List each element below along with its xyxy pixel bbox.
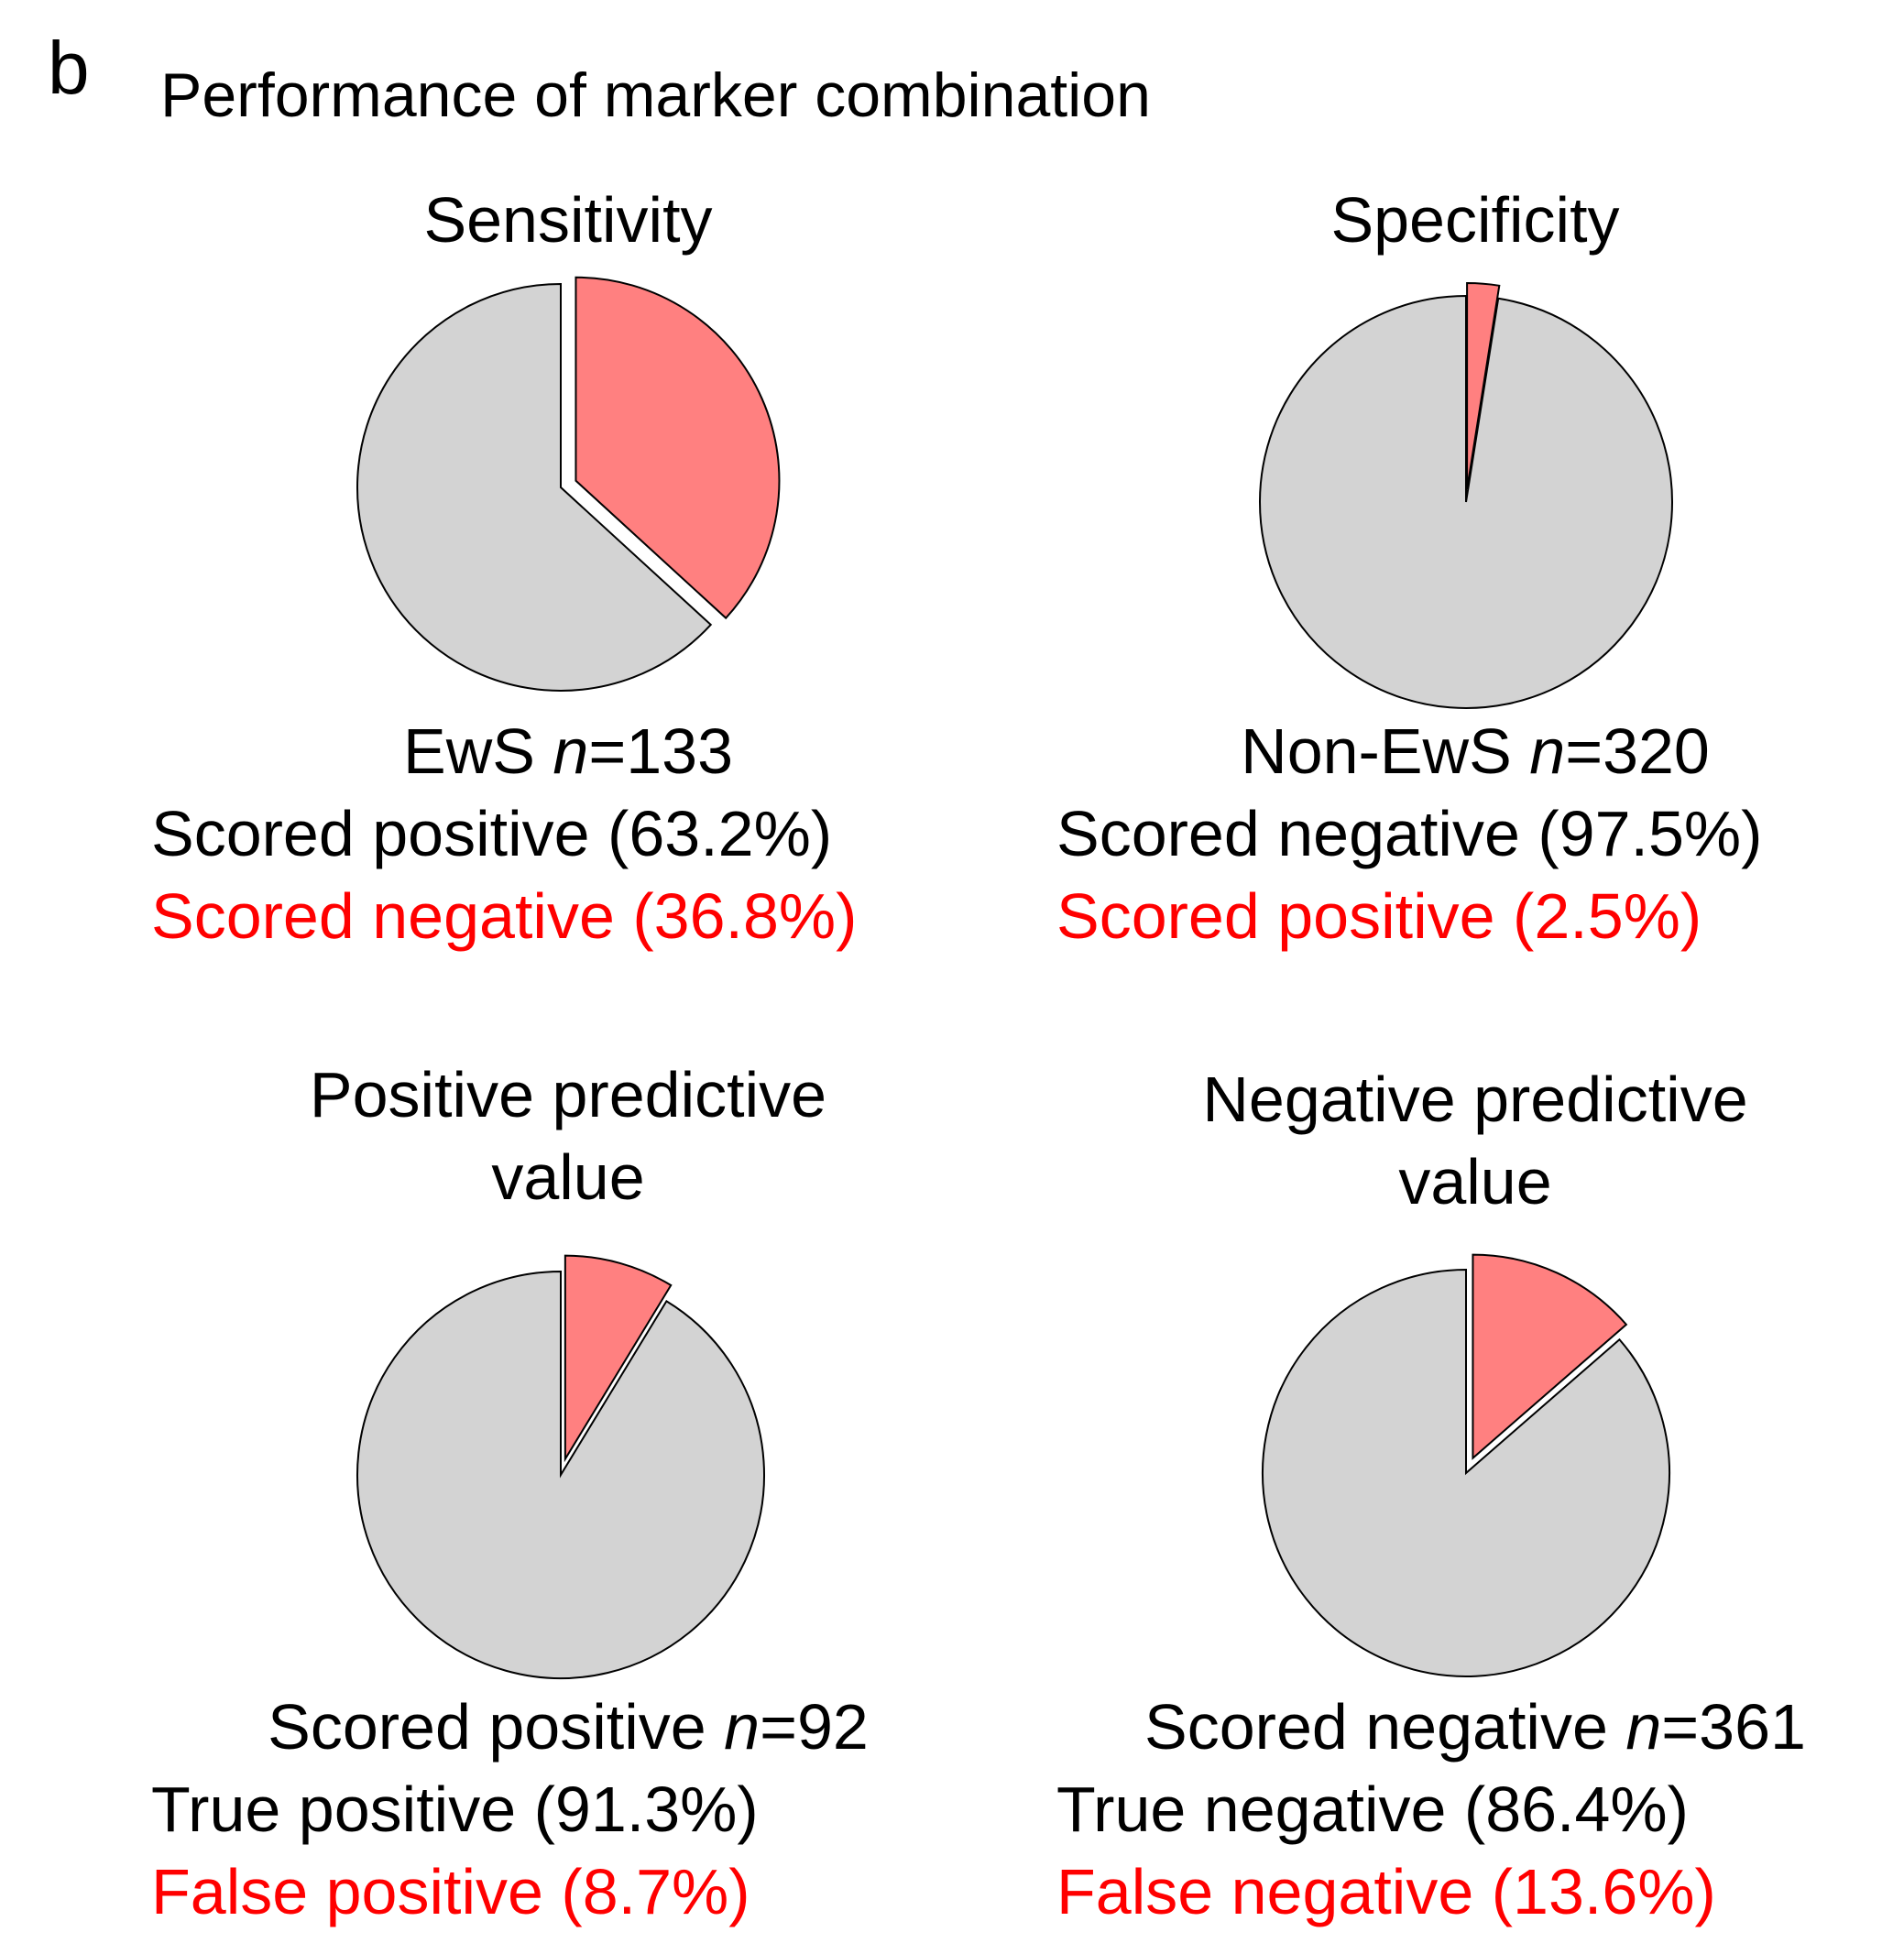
- pie-ppv: [356, 1254, 765, 1679]
- n-symbol: n: [724, 1691, 761, 1763]
- caption-line-1-ppv: True positive (91.3%): [151, 1774, 759, 1845]
- n-symbol: n: [1529, 715, 1566, 787]
- caption-line-1-npv: True negative (86.4%): [1056, 1774, 1689, 1845]
- chart-title-sensitivity: Sensitivity: [423, 184, 713, 256]
- caption-n-prefix: EwS: [403, 715, 553, 787]
- pie-slice-scored-positive: [1466, 282, 1501, 490]
- n-symbol: n: [553, 715, 589, 787]
- caption-line-2-ppv: False positive (8.7%): [151, 1856, 750, 1927]
- caption-n-npv: Scored negative n=361: [1054, 1695, 1897, 1759]
- pie-npv: [1262, 1253, 1670, 1677]
- panel-label: b: [48, 27, 90, 110]
- pie-slice-true-positive: [356, 1270, 765, 1679]
- chart-title-ppv-line-1: Positive predictive: [309, 1059, 827, 1130]
- caption-n-sensitivity: EwS n=133: [293, 719, 843, 783]
- pie-sensitivity: [356, 276, 781, 692]
- pie-specificity: [1259, 282, 1673, 709]
- caption-n-value: =92: [760, 1691, 869, 1763]
- pie-slice-false-positive: [564, 1254, 673, 1463]
- pie-slice-false-negative: [1472, 1253, 1628, 1460]
- caption-line-2-sensitivity: Scored negative (36.8%): [151, 880, 858, 952]
- caption-n-prefix: Non-EwS: [1241, 715, 1530, 787]
- chart-title-specificity: Specificity: [1330, 184, 1620, 256]
- caption-n-prefix: Scored positive: [268, 1691, 725, 1763]
- chart-title-npv-line-2: value: [1398, 1146, 1552, 1217]
- chart-title-ppv: Positive predictive value: [202, 1053, 935, 1218]
- pie-slice-scored-positive: [356, 282, 713, 692]
- chart-title-npv-line-1: Negative predictive: [1202, 1064, 1748, 1135]
- caption-line-2-specificity: Scored positive (2.5%): [1056, 880, 1702, 952]
- chart-title-npv: Negative predictive value: [1109, 1058, 1842, 1223]
- pie-slice-scored-negative: [574, 276, 781, 620]
- pie-slice-scored-negative: [1259, 294, 1673, 709]
- pie-slice-true-negative: [1262, 1268, 1670, 1677]
- caption-line-2-npv: False negative (13.6%): [1056, 1856, 1716, 1927]
- figure-title: Performance of marker combination: [160, 60, 1151, 130]
- chart-title-ppv-line-2: value: [491, 1141, 645, 1213]
- n-symbol: n: [1625, 1691, 1662, 1763]
- caption-n-ppv: Scored positive n=92: [202, 1695, 935, 1759]
- caption-line-1-sensitivity: Scored positive (63.2%): [151, 798, 833, 869]
- caption-line-1-specificity: Scored negative (97.5%): [1056, 798, 1763, 869]
- caption-n-specificity: Non-EwS n=320: [1109, 719, 1842, 783]
- caption-n-prefix: Scored negative: [1144, 1691, 1626, 1763]
- caption-n-value: =133: [588, 715, 733, 787]
- caption-n-value: =361: [1661, 1691, 1806, 1763]
- caption-n-value: =320: [1565, 715, 1710, 787]
